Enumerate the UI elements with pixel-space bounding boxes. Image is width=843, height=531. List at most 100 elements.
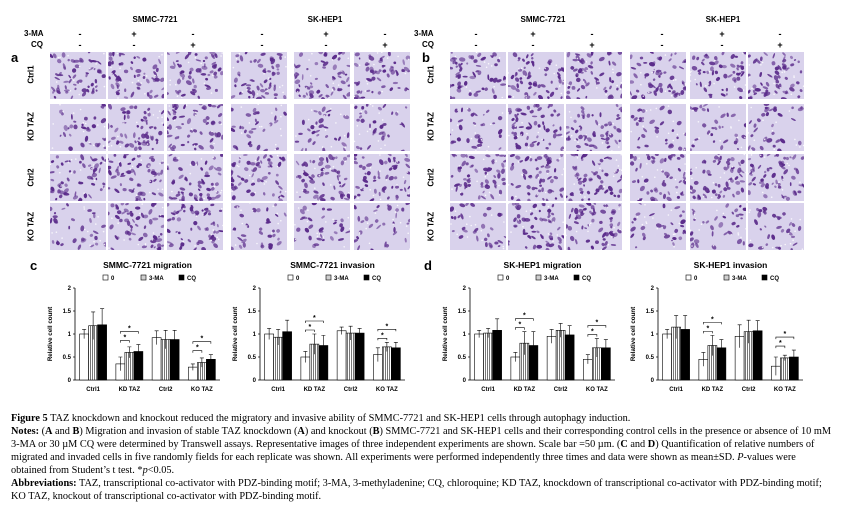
legend-swatch [363,274,370,281]
row-label-a-3: KO TAZ [26,211,36,242]
symbol-3-ma-4: + [323,29,329,39]
significance-star: * [386,323,389,330]
transwell-image [294,154,350,201]
symbol-cq-4: - [324,40,328,50]
error-bar [375,347,380,362]
symbol-3-ma-4: + [719,29,725,39]
transwell-image [294,104,350,151]
error-bar [674,315,679,339]
bar [354,332,365,381]
abbreviations-label: Abbreviations: [11,478,77,489]
panel-a-letter: a [11,50,19,65]
significance-bracket [703,322,722,325]
notes-text-8: -values were obtained from Student’s t t… [11,452,796,476]
transwell-image [748,203,804,250]
error-bar [683,315,688,344]
y-tick-label: 1 [253,332,257,338]
y-tick-label: 1 [68,332,72,338]
x-tick-label: Ctrl2 [344,387,358,393]
error-bar [127,346,132,358]
y-tick-label: 2 [651,286,655,292]
row-label-a-0: Ctrl1 [26,65,36,84]
bar-chart-1: SMMC-7721 invasion 0 3-MA CQ 0 0.5 1 1.5 2 Relati… [232,260,405,393]
error-bar [719,339,724,357]
symbol-3-ma-5: - [383,29,387,39]
figure-caption: Figure 5 TAZ knockdown and knockout redu… [11,412,833,503]
legend-swatch [497,274,504,281]
row-label-a-2: Ctrl2 [26,168,36,187]
legend-swatch [535,274,542,281]
x-tick-label: KD TAZ [119,387,141,393]
x-tick-label: Ctrl1 [669,387,683,393]
symbol-3-ma-0: - [474,29,478,39]
bar [780,357,790,381]
symbol-cq-3: - [260,40,264,50]
significance-star: * [196,345,199,352]
transwell-image [167,203,223,250]
error-bar [513,352,518,362]
significance-star: * [591,329,594,336]
notes-ref-b: B [72,426,80,437]
figure-title: TAZ knockdown and knockout reduced the m… [47,413,631,424]
significance-star: * [313,315,316,322]
y-tick-label: 0 [68,378,72,384]
error-bar [312,333,317,355]
notes-text-7: ) Quantification of relative numbers of … [11,439,815,463]
legend-swatch [178,274,185,281]
symbol-cq-4: - [720,40,724,50]
error-bar [82,329,87,339]
y-axis-label: Relative cell count [232,307,239,361]
error-bar [91,311,96,340]
error-bar [100,308,105,341]
error-bar [665,329,670,339]
legend-label: 3-MA [334,276,349,282]
symbol-cq-1: - [132,40,136,50]
chart-title: SK-HEP1 migration [504,260,582,270]
significance-star: * [309,324,312,331]
transwell-image [690,52,746,99]
significance-bracket [775,345,786,349]
caption-abbreviations: Abbreviations: TAZ, transcriptional co-a… [11,477,833,503]
bar [382,346,392,381]
panel-b-header-smmc: SMMC-7721 [520,15,566,24]
transwell-image [450,154,506,201]
error-bar [172,330,177,349]
error-bar [276,329,281,346]
row-label-b-3: KO TAZ [426,211,436,242]
bar [555,330,566,381]
error-bar [285,319,290,344]
y-tick-label: 1.5 [248,309,257,315]
transwell-image [450,203,506,250]
bar [474,333,484,381]
y-tick-label: 1.5 [458,309,467,315]
transwell-image [630,154,686,201]
error-bar [339,326,344,335]
panel-b-header-skhep: SK-HEP1 [705,15,741,24]
symbol-cq-2: + [589,40,595,50]
error-bar [199,357,204,368]
significance-bracket [515,327,525,330]
error-bar [348,325,353,340]
row-label-b-0: Ctrl1 [426,65,436,84]
error-bar [603,339,608,357]
y-axis-label: Relative cell count [442,307,449,361]
error-bar [136,344,141,359]
significance-bracket [120,331,139,334]
error-bar [303,351,308,363]
error-bar [558,323,563,338]
panel-d-letter: d [424,258,432,273]
error-bar [154,330,159,345]
transwell-image [50,203,106,250]
transwell-image [50,52,106,99]
transwell-image [690,154,746,201]
panel-a-treat-3ma: 3-MA [24,29,44,38]
significance-bracket [587,325,607,328]
transwell-image [450,104,506,151]
transwell-image [231,154,287,201]
y-tick-label: 1.5 [63,309,72,315]
notes-ref-d: D [647,439,656,450]
significance-star: * [381,332,384,339]
error-bar [549,329,554,344]
panel-b-treat-3ma: 3-MA [414,29,434,38]
error-bar [190,363,195,371]
